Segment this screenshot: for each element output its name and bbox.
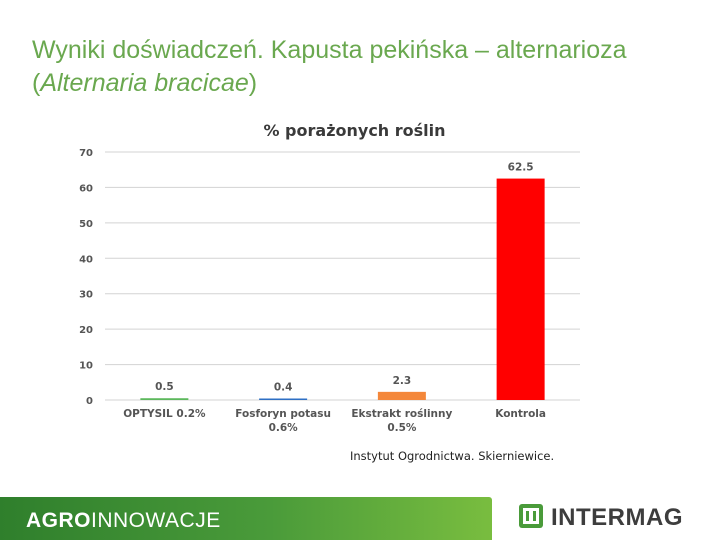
slide-title-line2: (Alternaria bracicae)	[32, 67, 712, 100]
y-tick-label: 10	[79, 361, 93, 372]
bar	[140, 398, 189, 400]
x-tick-label: Fosforyn potasu	[235, 408, 331, 420]
y-tick-label: 50	[79, 219, 93, 230]
x-tick-label: 0.6%	[269, 422, 299, 434]
data-label: 0.5	[155, 381, 174, 393]
brand-light-part: INNOWACJE	[91, 509, 221, 532]
title-paren-close: )	[248, 69, 258, 97]
brand-bold-part: AGRO	[26, 509, 91, 532]
title-paren-open: (	[32, 69, 41, 97]
chart-title: % porażonych roślin	[263, 121, 445, 140]
intermag-logo: INTERMAG	[518, 503, 698, 533]
y-tick-label: 0	[86, 396, 93, 407]
data-label: 0.4	[274, 382, 293, 394]
x-tick-label: OPTYSIL 0.2%	[123, 408, 206, 420]
y-tick-label: 70	[79, 148, 93, 159]
x-tick-label: Kontrola	[495, 408, 546, 420]
data-label: 62.5	[508, 162, 534, 174]
bar-chart: % porażonych roślin 0 10 20 30 40 50 60 70 0.5 OPT…	[79, 121, 580, 434]
agroinnowacje-brand: AGROINNOWACJE	[26, 509, 221, 533]
data-label: 2.3	[393, 375, 412, 387]
intermag-logo-icon	[519, 504, 543, 528]
intermag-wordmark: INTERMAG	[551, 504, 683, 531]
slide-title-line1: Wyniki doświadczeń. Kapusta pekińska – a…	[32, 36, 627, 64]
y-tick-label: 40	[79, 254, 93, 265]
y-tick-label: 30	[79, 290, 93, 301]
bar	[496, 178, 545, 400]
x-tick-label: Ekstrakt roślinny	[351, 408, 452, 420]
bar	[377, 391, 426, 400]
slide-title-latin: Alternaria bracicae	[40, 69, 249, 97]
y-tick-label: 60	[79, 183, 93, 194]
x-tick-label: 0.5%	[387, 422, 417, 434]
source-note: Instytut Ogrodnictwa. Skierniewice.	[350, 449, 555, 463]
footer-band: AGROINNOWACJE	[0, 497, 492, 540]
bar	[259, 398, 308, 400]
y-tick-label: 20	[79, 325, 93, 336]
slide-title: Wyniki doświadczeń. Kapusta pekińska – a…	[32, 34, 712, 100]
